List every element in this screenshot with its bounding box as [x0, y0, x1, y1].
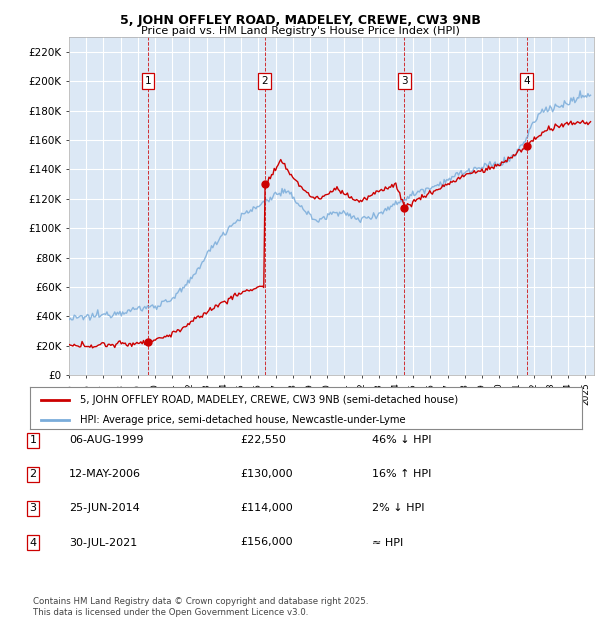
Text: 30-JUL-2021: 30-JUL-2021 — [69, 538, 137, 547]
Text: 4: 4 — [523, 76, 530, 86]
Text: 2: 2 — [29, 469, 37, 479]
Text: Contains HM Land Registry data © Crown copyright and database right 2025.
This d: Contains HM Land Registry data © Crown c… — [33, 598, 368, 617]
Text: 4: 4 — [29, 538, 37, 547]
Text: £156,000: £156,000 — [240, 538, 293, 547]
Text: 06-AUG-1999: 06-AUG-1999 — [69, 435, 143, 445]
Text: 2: 2 — [261, 76, 268, 86]
Text: £130,000: £130,000 — [240, 469, 293, 479]
Text: £114,000: £114,000 — [240, 503, 293, 513]
Text: ≈ HPI: ≈ HPI — [372, 538, 403, 547]
Text: 25-JUN-2014: 25-JUN-2014 — [69, 503, 140, 513]
Text: 3: 3 — [29, 503, 37, 513]
Text: 5, JOHN OFFLEY ROAD, MADELEY, CREWE, CW3 9NB: 5, JOHN OFFLEY ROAD, MADELEY, CREWE, CW3… — [119, 14, 481, 27]
Text: 1: 1 — [29, 435, 37, 445]
Text: 3: 3 — [401, 76, 407, 86]
Text: 12-MAY-2006: 12-MAY-2006 — [69, 469, 141, 479]
Text: 1: 1 — [145, 76, 151, 86]
Text: 46% ↓ HPI: 46% ↓ HPI — [372, 435, 431, 445]
Text: 5, JOHN OFFLEY ROAD, MADELEY, CREWE, CW3 9NB (semi-detached house): 5, JOHN OFFLEY ROAD, MADELEY, CREWE, CW3… — [80, 394, 458, 404]
Text: £22,550: £22,550 — [240, 435, 286, 445]
Text: 16% ↑ HPI: 16% ↑ HPI — [372, 469, 431, 479]
Text: 2% ↓ HPI: 2% ↓ HPI — [372, 503, 425, 513]
Text: HPI: Average price, semi-detached house, Newcastle-under-Lyme: HPI: Average price, semi-detached house,… — [80, 415, 406, 425]
Text: Price paid vs. HM Land Registry's House Price Index (HPI): Price paid vs. HM Land Registry's House … — [140, 26, 460, 36]
